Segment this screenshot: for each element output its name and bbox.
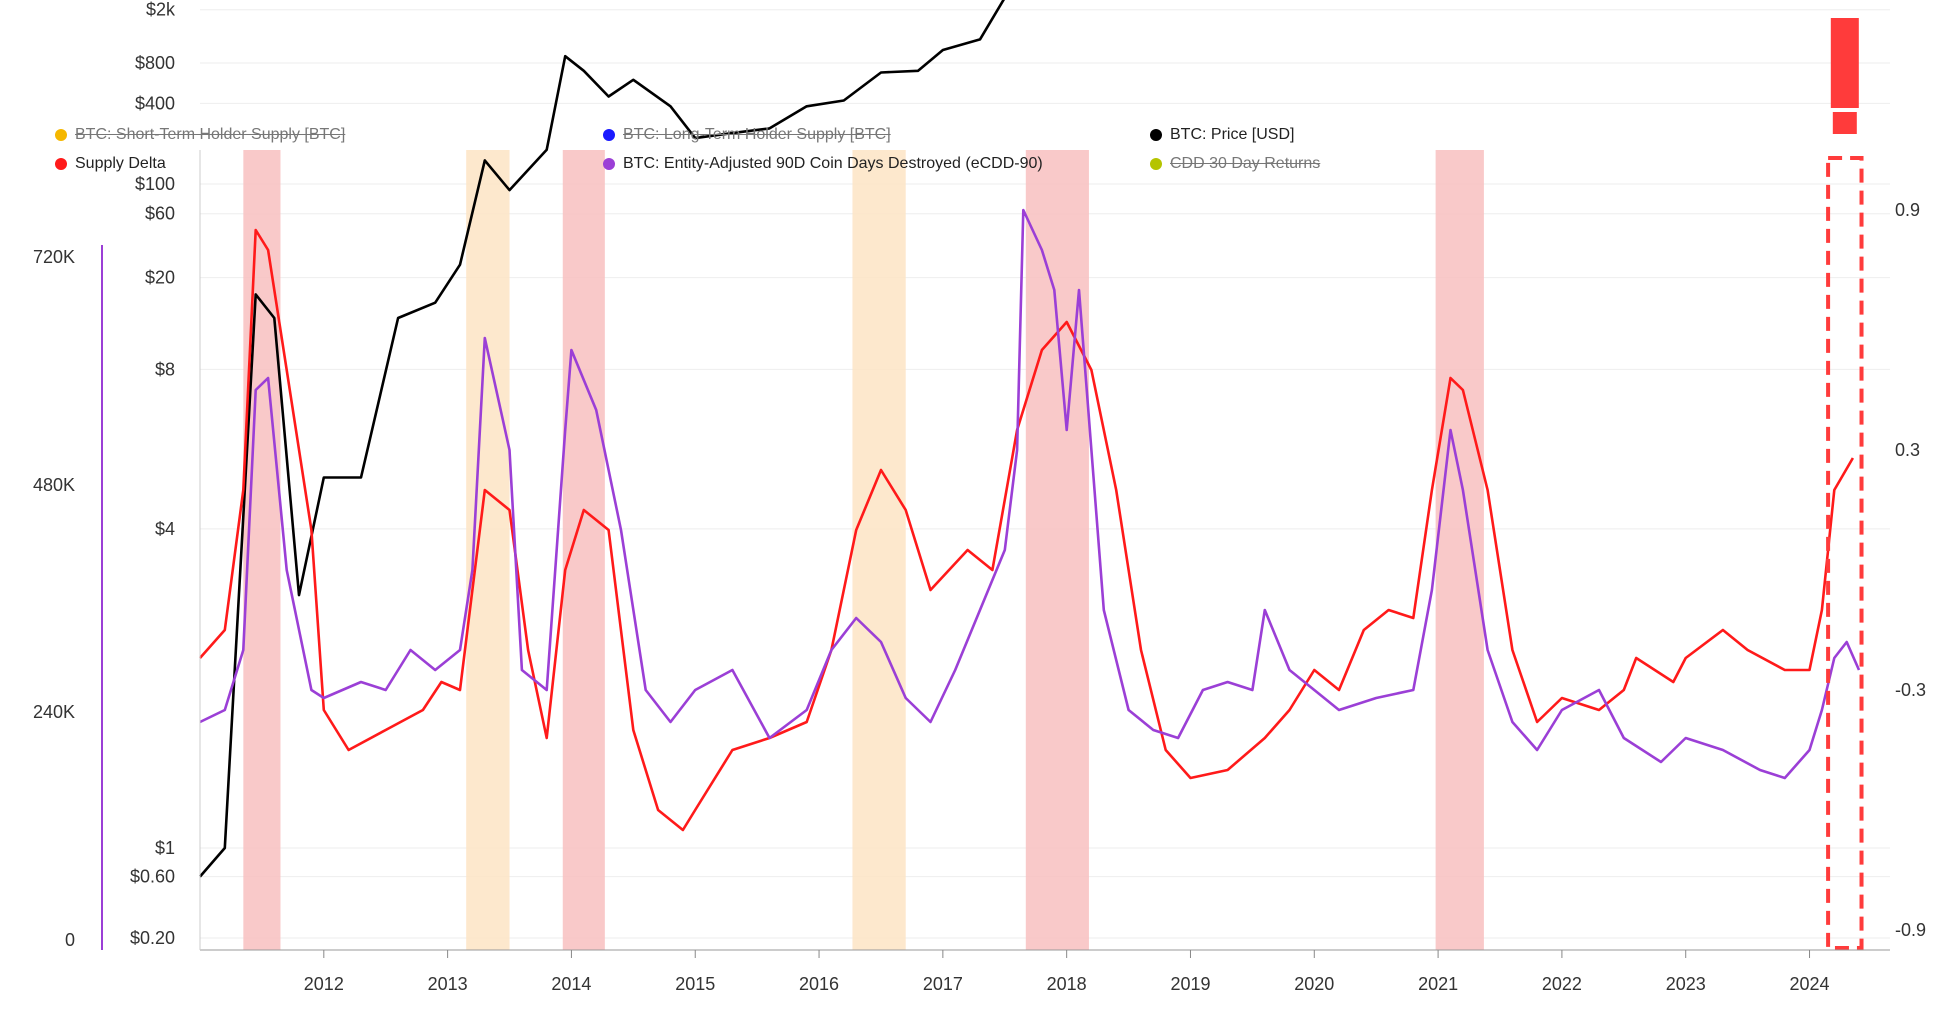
legend-item[interactable]: BTC: Long-Term Holder Supply [BTC] xyxy=(603,126,891,144)
y-price-tick-label: $0.20 xyxy=(130,928,175,948)
y-price-tick-label: $0.60 xyxy=(130,867,175,887)
y-outer-tick-label: 720K xyxy=(33,247,75,267)
x-tick-label: 2019 xyxy=(1170,974,1210,994)
y-price-tick-label: $4 xyxy=(155,519,175,539)
series-line-ecdd-90 xyxy=(199,208,1861,780)
x-tick-label: 2017 xyxy=(923,974,963,994)
x-tick-label: 2014 xyxy=(551,974,591,994)
highlight-rect xyxy=(1826,156,1864,950)
x-tick-label: 2016 xyxy=(799,974,839,994)
y-price-tick-label: $20 xyxy=(145,268,175,288)
legend-item[interactable]: BTC: Short-Term Holder Supply [BTC] xyxy=(55,126,345,144)
highlight-box xyxy=(1826,18,1864,950)
shaded-band xyxy=(852,150,906,950)
x-tick-label: 2013 xyxy=(428,974,468,994)
series-line-price xyxy=(199,0,1005,878)
legend-dot-icon xyxy=(1150,129,1162,141)
y-outer-tick-label: 0 xyxy=(65,930,75,950)
x-tick-label: 2015 xyxy=(675,974,715,994)
legend-dot-icon xyxy=(1150,158,1162,170)
y-outer-tick-label: 240K xyxy=(33,702,75,722)
shaded-band xyxy=(562,150,605,950)
x-tick-label: 2012 xyxy=(304,974,344,994)
exclamation-bar xyxy=(1830,18,1859,108)
legend-label: BTC: Short-Term Holder Supply [BTC] xyxy=(75,126,346,143)
legend-item[interactable]: BTC: Entity-Adjusted 90D Coin Days Destr… xyxy=(603,155,1043,173)
legend-label: BTC: Long-Term Holder Supply [BTC] xyxy=(623,126,891,143)
y-price-tick-label: $2k xyxy=(146,0,176,20)
shaded-band xyxy=(1025,150,1089,950)
shaded-regions xyxy=(243,150,1484,950)
y-price-tick-label: $60 xyxy=(145,204,175,224)
legend-dot-icon xyxy=(55,158,67,170)
legend-item[interactable]: BTC: Price [USD] xyxy=(1150,126,1294,144)
y-outer-tick-label: 480K xyxy=(33,475,75,495)
y-right-tick-label: 0.3 xyxy=(1895,440,1920,460)
legend-dot-icon xyxy=(603,129,615,141)
legend-item[interactable]: CDD 30 Day Returns xyxy=(1150,155,1320,173)
x-tick-label: 2018 xyxy=(1047,974,1087,994)
legend-dot-icon xyxy=(55,129,67,141)
y-price-tick-label: $800 xyxy=(135,53,175,73)
legend-label: Supply Delta xyxy=(75,155,166,172)
y-right-tick-label: 0.9 xyxy=(1895,200,1920,220)
series-lines xyxy=(199,0,1861,878)
x-tick-label: 2020 xyxy=(1294,974,1334,994)
y-price-tick-label: $8 xyxy=(155,359,175,379)
x-tick-label: 2023 xyxy=(1666,974,1706,994)
legend-label: BTC: Price [USD] xyxy=(1170,126,1295,143)
exclamation-dot xyxy=(1832,112,1857,134)
legend-label: BTC: Entity-Adjusted 90D Coin Days Destr… xyxy=(623,155,1043,172)
axes: 2012 2013 2014 2015 2016 2017 2018 2019 2020 2021… xyxy=(33,0,1926,994)
legend-label: CDD 30 Day Returns xyxy=(1170,155,1321,172)
y-price-tick-label: $1 xyxy=(155,838,175,858)
legend-dot-icon xyxy=(603,158,615,170)
y-right-tick-label: -0.3 xyxy=(1895,680,1926,700)
y-price-tick-label: $400 xyxy=(135,93,175,113)
legend-item[interactable]: Supply Delta xyxy=(55,155,166,173)
shaded-band xyxy=(1435,150,1484,950)
y-price-tick-label: $100 xyxy=(135,174,175,194)
x-tick-label: 2022 xyxy=(1542,974,1582,994)
x-tick-label: 2024 xyxy=(1790,974,1830,994)
x-tick-label: 2021 xyxy=(1418,974,1458,994)
y-right-tick-label: -0.9 xyxy=(1895,920,1926,940)
